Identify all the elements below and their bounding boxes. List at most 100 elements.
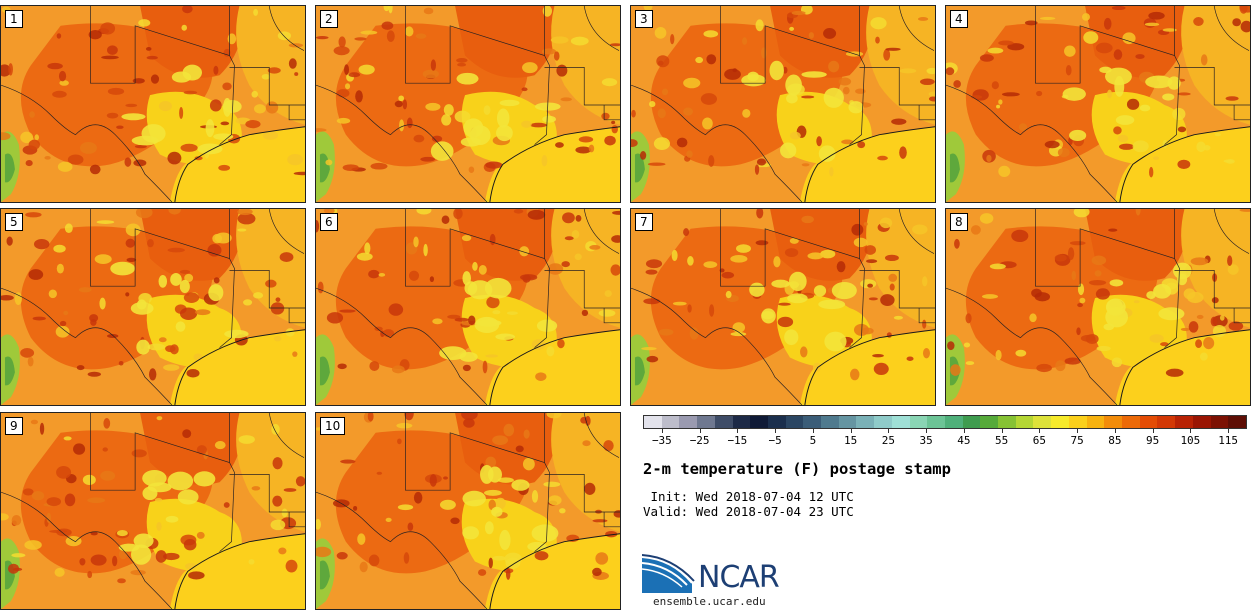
- member-panel-8: 8: [945, 208, 1251, 406]
- colorbar-tick: [1152, 429, 1154, 433]
- temperature-map: [1, 209, 305, 405]
- colorbar-tick-label: 65: [1032, 434, 1046, 447]
- colorbar-tick-label: 95: [1146, 434, 1160, 447]
- colorbar-tick: [963, 429, 965, 433]
- colorbar-tick-label: −25: [689, 434, 710, 447]
- colorbar-ticks: −35 −25 −15 −5 5 15 25 35 45 55 65 75 85 95 105 115: [643, 429, 1247, 451]
- temperature-map: [946, 209, 1250, 405]
- member-panel-3: 3: [630, 5, 936, 203]
- colorbar-tick: [661, 429, 663, 433]
- colorbar-tick: [926, 429, 928, 433]
- temperature-map: [316, 209, 620, 405]
- colorbar-cell: [1015, 416, 1034, 428]
- colorbar-tick-label: 45: [957, 434, 971, 447]
- colorbar-cell: [1033, 416, 1052, 428]
- colorbar-cell: [785, 416, 804, 428]
- member-label: 1: [5, 10, 23, 28]
- temperature-map: [316, 413, 620, 609]
- member-panel-5: 5: [0, 208, 306, 406]
- temperature-colorbar: [643, 415, 1247, 429]
- colorbar-tick-label: −15: [727, 434, 748, 447]
- colorbar-cell: [1068, 416, 1087, 428]
- colorbar-tick: [812, 429, 814, 433]
- colorbar-tick-label: 115: [1218, 434, 1239, 447]
- colorbar-tick-label: −35: [651, 434, 672, 447]
- colorbar-cell: [821, 416, 839, 428]
- colorbar-tick: [699, 429, 701, 433]
- member-label: 10: [320, 417, 346, 435]
- colorbar-tick-label: 105: [1180, 434, 1201, 447]
- colorbar-cell: [714, 416, 733, 428]
- colorbar-tick-label: 35: [919, 434, 933, 447]
- colorbar-cell: [661, 416, 680, 428]
- colorbar-cell: [944, 416, 963, 428]
- colorbar-cell: [909, 416, 928, 428]
- colorbar-cell: [1051, 416, 1069, 428]
- colorbar-cell: [1139, 416, 1158, 428]
- colorbar-tick: [1039, 429, 1041, 433]
- colorbar-tick: [888, 429, 890, 433]
- colorbar-cell: [1192, 416, 1211, 428]
- member-label: 7: [635, 213, 653, 231]
- colorbar-tick-label: 25: [881, 434, 895, 447]
- colorbar-tick-label: −5: [768, 434, 782, 447]
- colorbar-cell: [838, 416, 857, 428]
- colorbar-cell: [679, 416, 698, 428]
- init-time: Init: Wed 2018-07-04 12 UTC: [643, 489, 854, 504]
- colorbar-cell: [998, 416, 1016, 428]
- colorbar-cell: [1175, 416, 1193, 428]
- valid-time: Valid: Wed 2018-07-04 23 UTC: [643, 504, 854, 519]
- member-panel-1: 1: [0, 5, 306, 203]
- temperature-map: [946, 6, 1250, 202]
- colorbar-tick: [1190, 429, 1192, 433]
- member-label: 9: [5, 417, 23, 435]
- ncar-logo-icon: [642, 554, 695, 593]
- colorbar-cell: [980, 416, 999, 428]
- colorbar-cell: [750, 416, 768, 428]
- colorbar-cell: [891, 416, 910, 428]
- colorbar-cell: [803, 416, 822, 428]
- member-label: 6: [320, 213, 338, 231]
- temperature-map: [1, 413, 305, 609]
- colorbar-cell: [732, 416, 751, 428]
- member-label: 3: [635, 10, 653, 28]
- colorbar-tick-label: 5: [809, 434, 817, 447]
- site-url[interactable]: ensemble.ucar.edu: [653, 595, 766, 608]
- colorbar-tick: [850, 429, 852, 433]
- member-label: 4: [950, 10, 968, 28]
- colorbar-cell: [697, 416, 715, 428]
- colorbar-cell: [874, 416, 892, 428]
- colorbar-cell: [1121, 416, 1140, 428]
- member-panel-6: 6: [315, 208, 621, 406]
- member-panel-7: 7: [630, 208, 936, 406]
- colorbar-cell: [1210, 416, 1229, 428]
- temperature-map: [631, 209, 935, 405]
- temperature-map: [316, 6, 620, 202]
- colorbar-tick: [775, 429, 777, 433]
- colorbar-tick-label: 75: [1070, 434, 1084, 447]
- ncar-logo-text: NCAR: [698, 560, 780, 595]
- colorbar-cell: [856, 416, 875, 428]
- colorbar-tick-label: 85: [1108, 434, 1122, 447]
- member-panel-4: 4: [945, 5, 1251, 203]
- colorbar-tick: [1077, 429, 1079, 433]
- colorbar-cell: [962, 416, 981, 428]
- colorbar-tick: [1228, 429, 1230, 433]
- colorbar-tick: [1114, 429, 1116, 433]
- colorbar-cell: [1228, 416, 1246, 428]
- colorbar-cell: [1104, 416, 1122, 428]
- colorbar-tick-label: 55: [995, 434, 1009, 447]
- colorbar-cell: [1157, 416, 1176, 428]
- member-label: 8: [950, 213, 968, 231]
- member-panel-2: 2: [315, 5, 621, 203]
- colorbar-cell: [767, 416, 786, 428]
- colorbar-tick: [737, 429, 739, 433]
- colorbar-tick: [1001, 429, 1003, 433]
- plot-title: 2-m temperature (F) postage stamp: [643, 460, 951, 478]
- member-label: 5: [5, 213, 23, 231]
- colorbar-cell: [1086, 416, 1105, 428]
- colorbar-tick-label: 15: [844, 434, 858, 447]
- temperature-map: [1, 6, 305, 202]
- colorbar-cell: [644, 416, 662, 428]
- member-panel-10: 10: [315, 412, 621, 610]
